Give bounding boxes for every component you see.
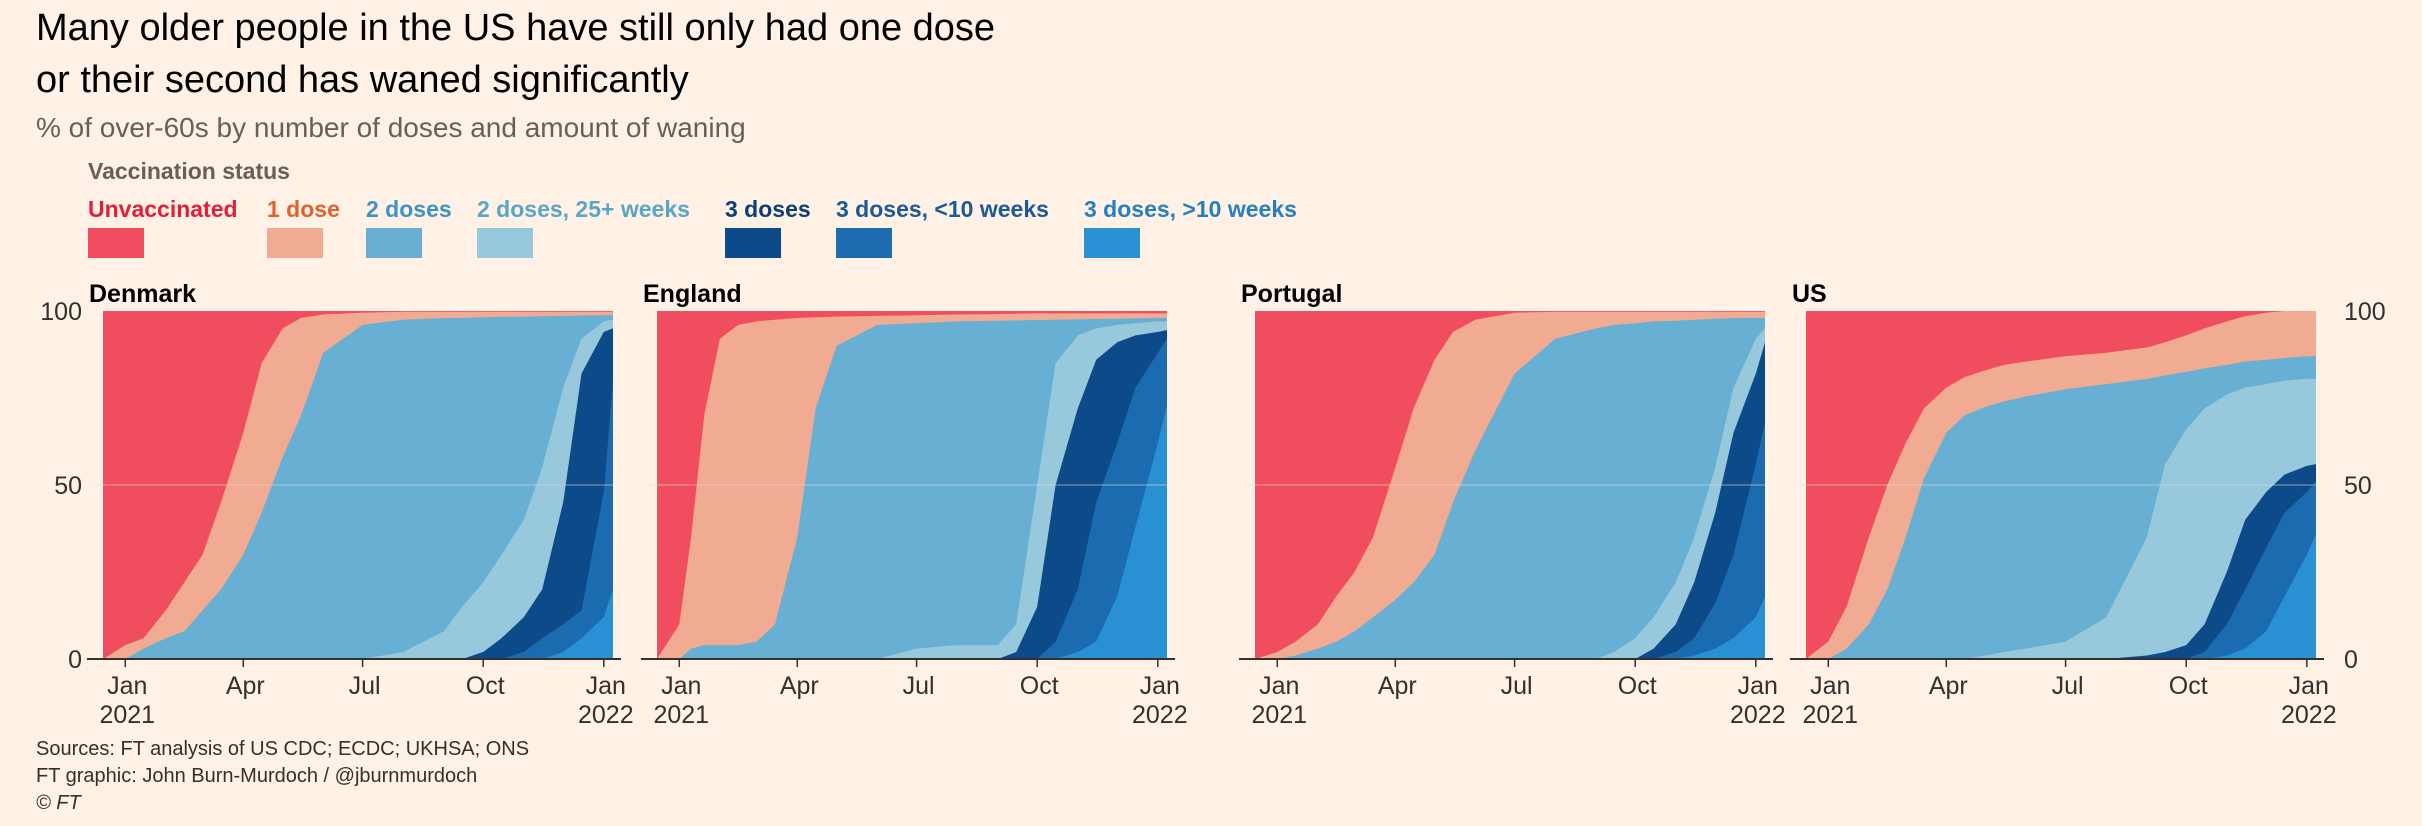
area-2-doses (103, 315, 613, 659)
legend-item-3-doses: 3 doses (725, 196, 811, 258)
panel-title: Portugal (1241, 280, 1342, 308)
x-tick-label: Oct (466, 672, 505, 700)
legend-label: 2 doses (366, 196, 452, 222)
x-tick-year: 2022 (2281, 701, 2337, 729)
y-tick-label-left: 100 (40, 298, 82, 326)
legend-label: 2 doses, 25+ weeks (477, 196, 690, 222)
legend-label: Unvaccinated (88, 196, 238, 222)
legend-swatch (836, 228, 892, 258)
legend-swatch (725, 228, 781, 258)
source-notes: Sources: FT analysis of US CDC; ECDC; UK… (36, 736, 529, 817)
legend-swatch (267, 228, 323, 258)
legend-item-2-doses-25-weeks: 2 doses, 25+ weeks (477, 196, 690, 258)
x-tick-label: Jan (2289, 672, 2329, 700)
area-3-doses-gt-10-weeks (1806, 533, 2316, 659)
x-tick-label: Jan (1738, 672, 1778, 700)
x-tick-label: Jul (903, 672, 935, 700)
x-tick-label: Oct (1618, 672, 1657, 700)
x-tick-year: 2021 (1802, 701, 1858, 729)
area-3-doses-lt-10-weeks (103, 380, 613, 659)
panel-portugal (1239, 311, 1773, 667)
area-3-doses-gt-10-weeks (657, 405, 1167, 659)
x-tick-label: Jul (349, 672, 381, 700)
panel-title: Denmark (89, 280, 196, 308)
area-2-doses (1255, 318, 1765, 659)
legend-label: 1 dose (267, 196, 340, 222)
area-2-doses-25-weeks (657, 321, 1167, 659)
x-tick-label: Oct (1020, 672, 1059, 700)
chart-title-line-1: Many older people in the US have still o… (36, 7, 996, 49)
x-tick-label: Jan (1810, 672, 1850, 700)
area-2-doses-25-weeks (1806, 378, 2316, 659)
panel-england (641, 311, 1175, 667)
x-tick-label: Apr (780, 672, 819, 700)
legend-item-3-doses-lt-10-weeks: 3 doses, <10 weeks (836, 196, 1049, 258)
x-tick-label: Apr (1378, 672, 1417, 700)
x-tick-label: Oct (2169, 672, 2208, 700)
graphic-credit: FT graphic: John Burn-Murdoch / @jburnmu… (36, 765, 478, 787)
x-tick-label: Jan (107, 672, 147, 700)
panel-us (1790, 311, 2324, 667)
panel-title: England (643, 280, 742, 308)
legend-label: 3 doses, <10 weeks (836, 196, 1049, 222)
legend-swatch (477, 228, 533, 258)
x-tick-year: 2021 (99, 701, 155, 729)
x-tick-label: Jan (586, 672, 626, 700)
legend-swatch (1084, 228, 1140, 258)
legend-item-1-dose: 1 dose (267, 196, 340, 258)
x-tick-year: 2022 (1730, 701, 1786, 729)
x-tick-year: 2021 (653, 701, 709, 729)
x-tick-year: 2021 (1251, 701, 1307, 729)
legend-item-unvaccinated: Unvaccinated (88, 196, 238, 258)
x-tick-label: Apr (226, 672, 265, 700)
legend-swatch (366, 228, 422, 258)
x-tick-label: Jul (1501, 672, 1533, 700)
legend-swatch (88, 228, 144, 258)
legend-label: 3 doses, >10 weeks (1084, 196, 1297, 222)
legend-item-2-doses: 2 doses (366, 196, 452, 258)
y-tick-label-right: 100 (2344, 298, 2386, 326)
y-tick-label-right: 50 (2344, 472, 2372, 500)
x-tick-label: Jan (661, 672, 701, 700)
x-tick-label: Jan (1140, 672, 1180, 700)
copyright: © FT (36, 792, 81, 814)
y-tick-label-right: 0 (2344, 646, 2358, 674)
x-tick-label: Jul (2052, 672, 2084, 700)
x-tick-label: Apr (1929, 672, 1968, 700)
x-tick-year: 2022 (578, 701, 634, 729)
area-3-doses-lt-10-weeks (1255, 422, 1765, 659)
chart-subtitle: % of over-60s by number of doses and amo… (36, 112, 746, 143)
panel-denmark (87, 311, 621, 667)
y-tick-label-left: 50 (54, 472, 82, 500)
area-3-doses-gt-10-weeks (1255, 596, 1765, 659)
chart-title-line-2: or their second has waned significantly (36, 59, 689, 101)
x-tick-year: 2022 (1132, 701, 1188, 729)
legend-item-3-doses-gt-10-weeks: 3 doses, >10 weeks (1084, 196, 1297, 258)
legend-title: Vaccination status (88, 158, 290, 184)
panel-title: US (1792, 280, 1827, 308)
source-line: Sources: FT analysis of US CDC; ECDC; UK… (36, 738, 530, 760)
y-tick-label-left: 0 (68, 646, 82, 674)
chart-title: Many older people in the US have still o… (36, 2, 1336, 106)
x-tick-label: Jan (1259, 672, 1299, 700)
legend-label: 3 doses (725, 196, 811, 222)
